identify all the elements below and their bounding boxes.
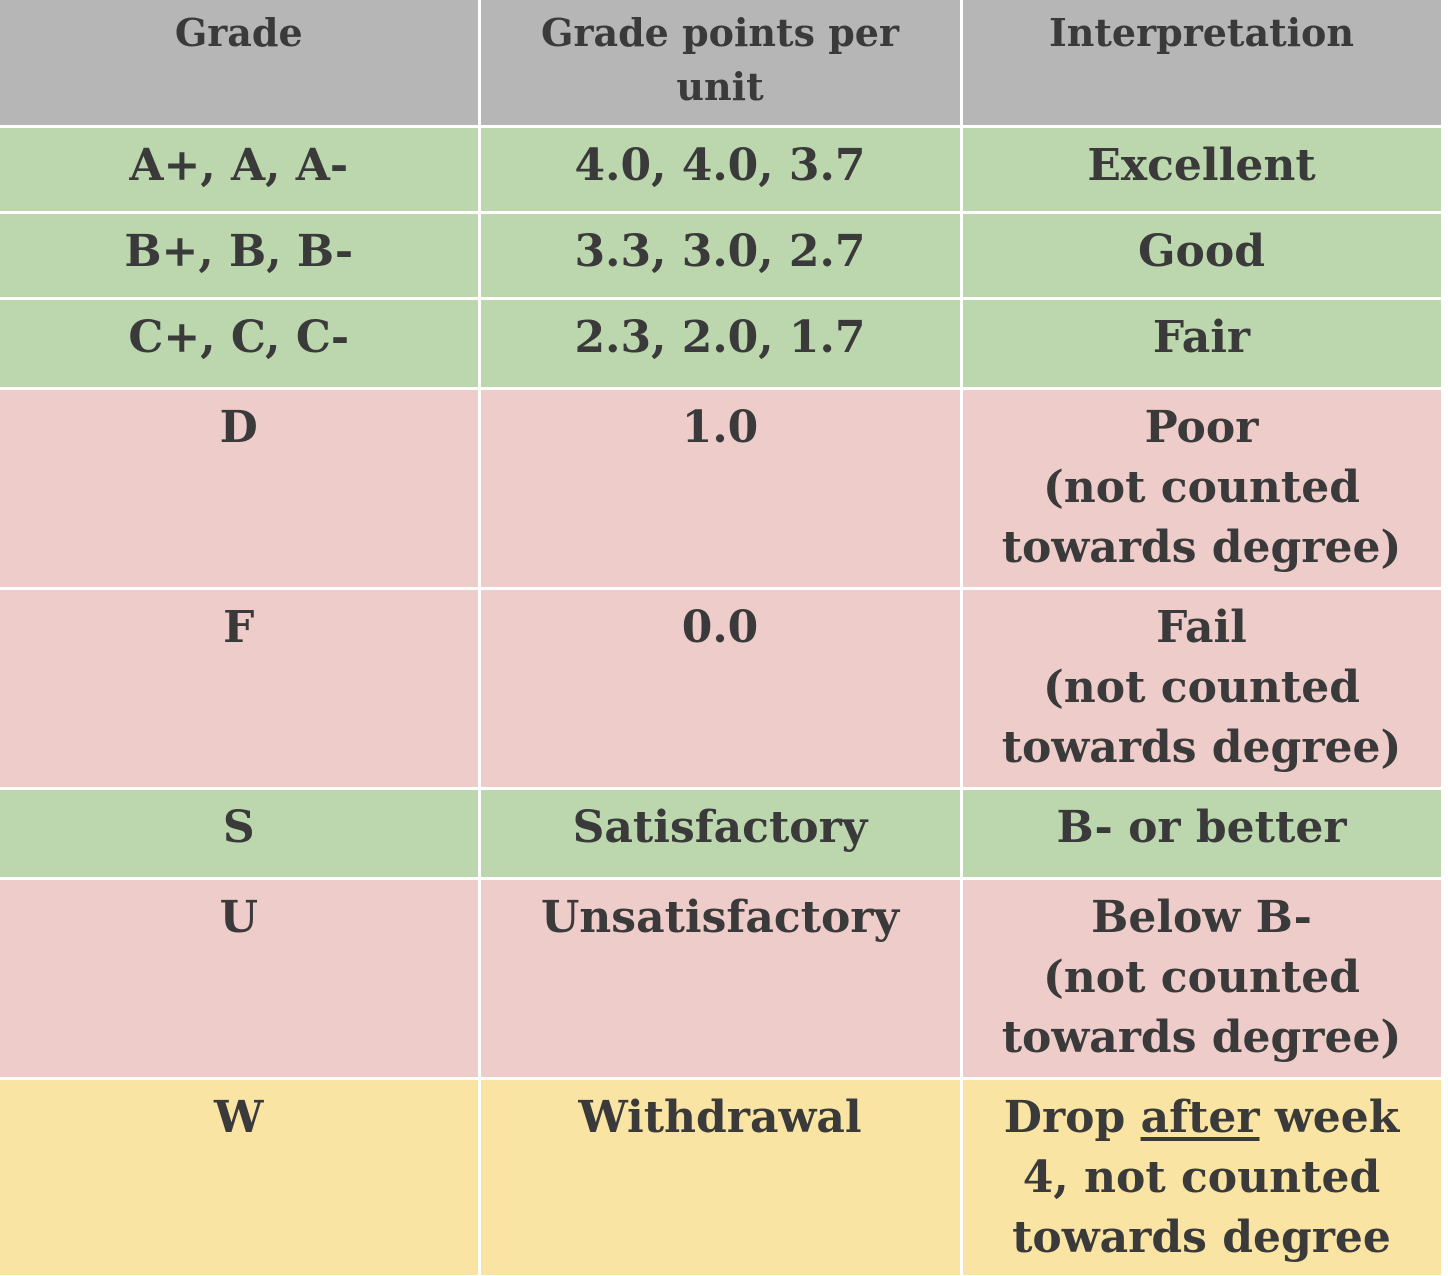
- interpretation-cell: Drop after week 4, not counted towards d…: [959, 1076, 1444, 1275]
- table-header-row: Grade Grade points per unit Interpretati…: [0, 0, 1444, 128]
- interpretation-line: Poor: [1144, 401, 1259, 453]
- interpretation-line: 4, not counted: [1022, 1151, 1381, 1203]
- grade-cell: U: [0, 876, 481, 1080]
- table-row: B+, B, B- 3.3, 3.0, 2.7 Good: [0, 210, 1444, 300]
- header-grade: Grade: [0, 0, 481, 128]
- interpretation-line: (not counted: [1042, 951, 1360, 1003]
- points-cell: 2.3, 2.0, 1.7: [477, 296, 963, 390]
- header-interpretation: Interpretation: [959, 0, 1444, 128]
- interpretation-line: (not counted: [1042, 661, 1360, 713]
- interpretation-cell: B- or better: [959, 786, 1444, 880]
- interpretation-line: Excellent: [1087, 139, 1316, 191]
- grade-cell: B+, B, B-: [0, 210, 481, 300]
- grade-cell: D: [0, 386, 481, 590]
- interpretation-cell: Fail (not counted towards degree): [959, 586, 1444, 790]
- grade-cell: F: [0, 586, 481, 790]
- interpretation-cell: Excellent: [959, 124, 1444, 214]
- interpretation-line: (not counted: [1042, 461, 1360, 513]
- interpretation-cell: Poor (not counted towards degree): [959, 386, 1444, 590]
- header-grade-points: Grade points per unit: [477, 0, 963, 128]
- points-cell: Withdrawal: [477, 1076, 963, 1275]
- points-cell: 0.0: [477, 586, 963, 790]
- points-cell: 3.3, 3.0, 2.7: [477, 210, 963, 300]
- interpretation-line: Good: [1137, 225, 1266, 277]
- interpretation-line: Fail: [1156, 601, 1247, 653]
- grade-cell: C+, C, C-: [0, 296, 481, 390]
- points-cell: 1.0: [477, 386, 963, 590]
- interpretation-text: Drop: [1003, 1091, 1141, 1143]
- table-row: A+, A, A- 4.0, 4.0, 3.7 Excellent: [0, 124, 1444, 214]
- interpretation-cell: Below B- (not counted towards degree): [959, 876, 1444, 1080]
- interpretation-cell: Good: [959, 210, 1444, 300]
- interpretation-cell: Fair: [959, 296, 1444, 390]
- table-row: W Withdrawal Drop after week 4, not coun…: [0, 1076, 1444, 1275]
- interpretation-line: Below B-: [1091, 891, 1312, 943]
- grade-cell: W: [0, 1076, 481, 1275]
- interpretation-line: B- or better: [1056, 801, 1347, 853]
- grade-cell: S: [0, 786, 481, 880]
- interpretation-line: towards degree): [1001, 1011, 1402, 1063]
- interpretation-line: Fair: [1152, 311, 1251, 363]
- table-row: S Satisfactory B- or better: [0, 786, 1444, 880]
- table-row: F 0.0 Fail (not counted towards degree): [0, 586, 1444, 790]
- points-cell: 4.0, 4.0, 3.7: [477, 124, 963, 214]
- grade-cell: A+, A, A-: [0, 124, 481, 214]
- interpretation-line: towards degree: [1012, 1211, 1391, 1263]
- points-cell: Unsatisfactory: [477, 876, 963, 1080]
- interpretation-text: week: [1259, 1091, 1400, 1143]
- table-row: U Unsatisfactory Below B- (not counted t…: [0, 876, 1444, 1080]
- interpretation-line: towards degree): [1001, 721, 1402, 773]
- interpretation-line: Drop after week: [975, 1088, 1429, 1148]
- points-cell: Satisfactory: [477, 786, 963, 880]
- table-row: C+, C, C- 2.3, 2.0, 1.7 Fair: [0, 296, 1444, 390]
- interpretation-line: towards degree): [1001, 521, 1402, 573]
- table-row: D 1.0 Poor (not counted towards degree): [0, 386, 1444, 590]
- underlined-emphasis: after: [1140, 1091, 1260, 1143]
